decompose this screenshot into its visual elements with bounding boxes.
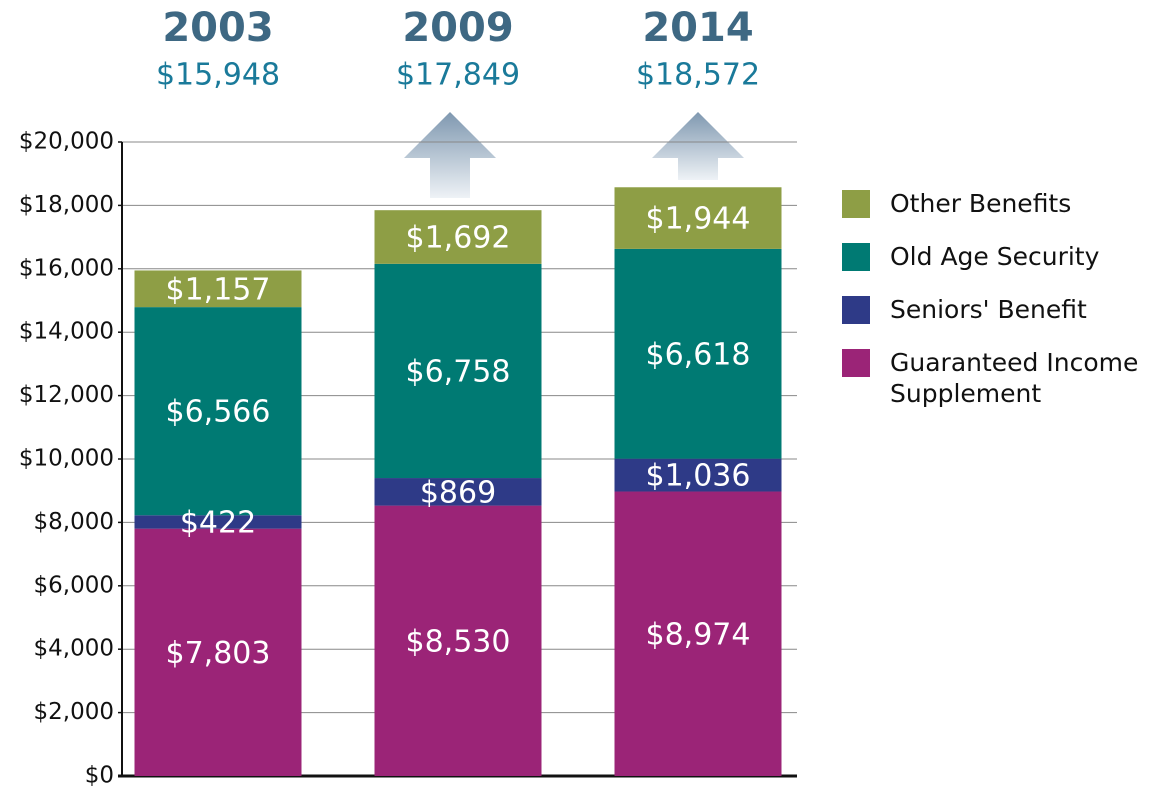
total-label: $15,948 xyxy=(156,58,280,93)
bar-segment xyxy=(614,491,782,776)
category-label: 2014 xyxy=(642,5,753,51)
value-label: $1,944 xyxy=(646,202,751,237)
legend-label: Guaranteed Income Supplement xyxy=(890,348,1139,408)
value-label: $1,036 xyxy=(646,459,751,494)
bar-segment xyxy=(614,187,782,249)
bar-segment xyxy=(614,248,782,459)
y-tick-label: $4,000 xyxy=(34,636,114,662)
bar-segment xyxy=(614,458,782,492)
legend-item: Old Age Security xyxy=(842,241,1158,294)
value-label: $6,618 xyxy=(646,337,751,372)
y-tick-label: $16,000 xyxy=(19,255,114,281)
bar-segment xyxy=(374,210,542,264)
legend-item: Guaranteed Income Supplement xyxy=(842,347,1158,408)
y-tick-label: $0 xyxy=(85,763,114,786)
y-tick-label: $12,000 xyxy=(19,382,114,408)
total-label: $18,572 xyxy=(636,58,760,93)
value-label: $8,974 xyxy=(646,617,751,652)
y-tick-label: $14,000 xyxy=(19,319,114,345)
legend-label: Other Benefits xyxy=(890,189,1072,218)
total-label: $17,849 xyxy=(396,58,520,93)
bar-segment xyxy=(134,528,302,776)
y-tick-label: $18,000 xyxy=(19,192,114,218)
bar-segment xyxy=(134,270,302,308)
bar-segment xyxy=(374,505,542,776)
y-tick-label: $2,000 xyxy=(34,699,114,725)
y-tick-label: $10,000 xyxy=(19,446,114,472)
bar-segment xyxy=(134,515,302,529)
value-label: $869 xyxy=(420,475,496,510)
increase-arrow xyxy=(652,112,744,180)
y-tick-label: $20,000 xyxy=(19,129,114,155)
bars xyxy=(134,187,782,776)
bar-segment xyxy=(134,307,302,516)
bar-segment xyxy=(374,478,542,506)
increase-arrow xyxy=(404,112,496,198)
category-label: 2009 xyxy=(402,5,513,51)
y-tick-label: $6,000 xyxy=(34,572,114,598)
labels: $0 $2,000 $4,000 $6,000 $8,000 $10,000 $12,000… xyxy=(19,5,760,786)
legend-swatch xyxy=(842,190,870,218)
legend-label: Seniors' Benefit xyxy=(890,295,1087,324)
legend-item: Seniors' Benefit xyxy=(842,294,1158,347)
value-label: $1,692 xyxy=(406,221,511,256)
y-tick-label: $8,000 xyxy=(34,509,114,535)
value-label: $6,758 xyxy=(406,354,511,389)
legend-swatch xyxy=(842,349,870,377)
value-label: $8,530 xyxy=(406,624,511,659)
legend-swatch xyxy=(842,296,870,324)
bar-segment xyxy=(374,263,542,479)
legend-item: Other Benefits xyxy=(842,188,1158,241)
value-label: $1,157 xyxy=(166,272,271,307)
legend-swatch xyxy=(842,243,870,271)
value-label: $422 xyxy=(180,505,256,540)
value-label: $6,566 xyxy=(166,395,271,430)
value-label: $7,803 xyxy=(166,636,271,671)
category-label: 2003 xyxy=(162,5,273,51)
legend-label: Old Age Security xyxy=(890,242,1100,271)
legend: Other Benefits Old Age Security Seniors' B… xyxy=(842,188,1158,408)
